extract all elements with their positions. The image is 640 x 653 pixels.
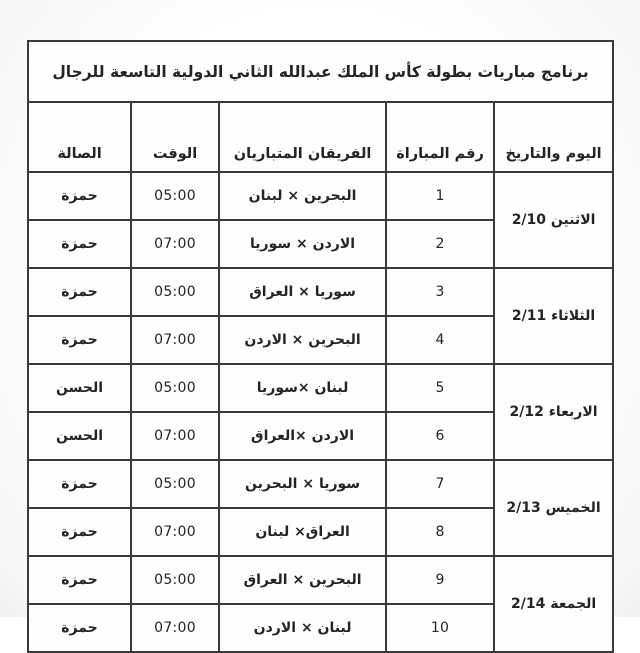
match-row: الجمعة 2/14 9 البحرين × العراق 05:00 حمز…: [26, 555, 615, 653]
match-no-cell: 10: [385, 603, 496, 653]
time-cell: 07:00: [130, 507, 221, 557]
match-no-cell: 2: [385, 219, 496, 269]
day-cell: الاثنين 2/10: [493, 171, 615, 269]
match-row: الثلاثاء 2/11 3 سوريا × العراق 05:00 حمز…: [26, 267, 615, 365]
hall-cell: حمزة: [26, 507, 133, 557]
col-header-day: اليوم والتاريخ: [493, 101, 615, 173]
teams-cell: الاردن × سوريا: [218, 219, 388, 269]
teams-cell: البحرين × العراق: [218, 555, 388, 605]
teams-cell: سوريا × البحرين: [218, 459, 388, 509]
table-title: برنامج مباريات بطولة كأس الملك عبدالله ا…: [26, 40, 615, 103]
day-cell: الجمعة 2/14: [493, 555, 615, 653]
time-cell: 07:00: [130, 315, 221, 365]
match-no-cell: 1: [385, 171, 496, 221]
hall-cell: حمزة: [26, 267, 133, 317]
time-cell: 05:00: [130, 171, 221, 221]
time-cell: 05:00: [130, 555, 221, 605]
match-row: 2 الاردن × سوريا 07:00 حمزة: [26, 219, 613, 269]
schedule-table: برنامج مباريات بطولة كأس الملك عبدالله ا…: [26, 40, 615, 653]
hall-cell: حمزة: [26, 219, 133, 269]
match-no-cell: 8: [385, 507, 496, 557]
match-no-cell: 5: [385, 363, 496, 413]
match-row: الاربعاء 2/12 5 لبنان ×سوريا 05:00 الحسن: [26, 363, 615, 461]
hall-cell: حمزة: [26, 603, 133, 653]
teams-cell: الاردن ×العراق: [218, 411, 388, 461]
teams-cell: لبنان × الاردن: [218, 603, 388, 653]
time-cell: 05:00: [130, 267, 221, 317]
teams-cell: البحرين × لبنان: [218, 171, 388, 221]
match-row: 4 البحرين × الاردن 07:00 حمزة: [26, 315, 613, 365]
hall-cell: الحسن: [26, 411, 133, 461]
match-row: الخميس 2/13 7 سوريا × البحرين 05:00 حمزة: [26, 459, 615, 557]
day-cell: الاربعاء 2/12: [493, 363, 615, 461]
title-row: برنامج مباريات بطولة كأس الملك عبدالله ا…: [26, 40, 615, 103]
match-no-cell: 6: [385, 411, 496, 461]
match-row: 8 العراق× لبنان 07:00 حمزة: [26, 507, 613, 557]
teams-cell: سوريا × العراق: [218, 267, 388, 317]
hall-cell: حمزة: [26, 171, 133, 221]
match-no-cell: 7: [385, 459, 496, 509]
hall-cell: حمزة: [26, 315, 133, 365]
col-header-time: الوقت: [130, 101, 221, 173]
col-header-match-no: رقم المباراة: [385, 101, 496, 173]
teams-cell: لبنان ×سوريا: [218, 363, 388, 413]
col-header-teams: الفريقان المتباريان: [218, 101, 388, 173]
time-cell: 07:00: [130, 411, 221, 461]
teams-cell: البحرين × الاردن: [218, 315, 388, 365]
match-row: 6 الاردن ×العراق 07:00 الحسن: [26, 411, 613, 461]
hall-cell: حمزة: [26, 459, 133, 509]
teams-cell: العراق× لبنان: [218, 507, 388, 557]
col-header-hall: الصالة: [26, 101, 133, 173]
time-cell: 05:00: [130, 459, 221, 509]
match-no-cell: 3: [385, 267, 496, 317]
time-cell: 07:00: [130, 603, 221, 653]
time-cell: 05:00: [130, 363, 221, 413]
time-cell: 07:00: [130, 219, 221, 269]
match-no-cell: 9: [385, 555, 496, 605]
hall-cell: الحسن: [26, 363, 133, 413]
match-no-cell: 4: [385, 315, 496, 365]
day-cell: الخميس 2/13: [493, 459, 615, 557]
day-cell: الثلاثاء 2/11: [493, 267, 615, 365]
header-row: اليوم والتاريخ رقم المباراة الفريقان الم…: [26, 101, 615, 173]
hall-cell: حمزة: [26, 555, 133, 605]
match-row: الاثنين 2/10 1 البحرين × لبنان 05:00 حمز…: [26, 171, 615, 269]
